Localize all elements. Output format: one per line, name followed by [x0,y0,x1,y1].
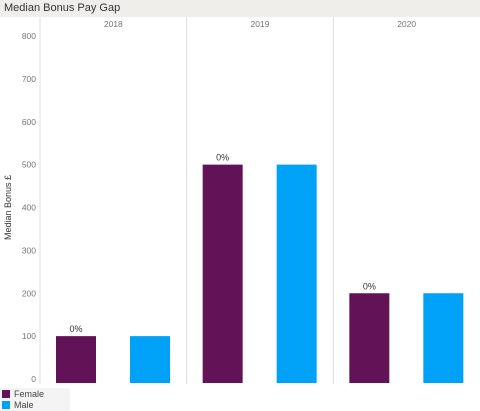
y-axis-label: Median Bonus £ [3,175,13,240]
bar-2018-male [130,336,170,383]
bar-annotation-2020: 0% [363,281,376,291]
bar-annotation-2018: 0% [69,324,82,334]
legend-label-female: Female [14,389,45,399]
legend-item-female[interactable]: Female [0,389,70,399]
bar-chart: Median Bonus £0100200300400500600700800 … [3,17,464,384]
bar-2019-male [276,164,317,383]
bar-2020-male [423,293,464,383]
legend-swatch-female [2,390,10,398]
legend-swatch-male [2,401,10,409]
chart-title: Median Bonus Pay Gap [4,2,121,14]
y-tick-label: 700 [22,74,36,84]
y-tick-label: 100 [22,331,36,341]
bar-2019-female [202,164,243,383]
bar-2018-female [56,336,96,383]
legend-item-male[interactable]: Male [0,400,70,410]
y-tick-label: 400 [22,203,36,213]
y-tick-label: 0 [31,374,36,384]
bar-2020-female [349,293,390,383]
panel-header-2020: 2020 [397,19,416,29]
chart-title-bar: Median Bonus Pay Gap [0,0,480,17]
panel-header-2019: 2019 [251,19,270,29]
bar-annotation-2019: 0% [216,153,229,163]
y-tick-label: 600 [22,117,36,127]
legend: Female Male [0,388,70,411]
y-tick-label: 300 [22,245,36,255]
y-tick-label: 200 [22,288,36,298]
y-tick-label: 800 [22,31,36,41]
legend-label-male: Male [14,400,34,410]
y-tick-label: 500 [22,160,36,170]
panel-header-2018: 2018 [104,19,123,29]
